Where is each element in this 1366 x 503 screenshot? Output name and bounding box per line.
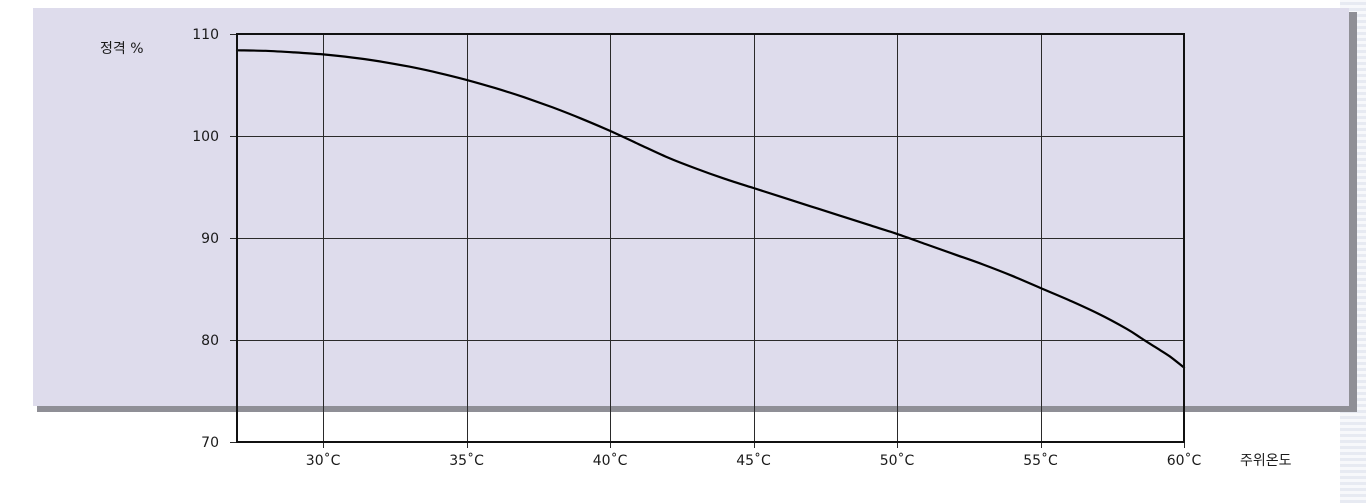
x-tick-label-2: 40˚C <box>593 452 628 469</box>
y-axis-label: 정격 % <box>100 41 144 57</box>
x-tick-label-1: 35˚C <box>449 452 484 469</box>
x-tick-label-3: 45˚C <box>736 452 771 469</box>
y-tick-label-0: 70 <box>201 435 219 451</box>
x-tick-label-5: 55˚C <box>1023 452 1058 469</box>
x-tick-label-4: 50˚C <box>880 452 915 469</box>
x-tick-labels: 30˚C 35˚C 40˚C 45˚C 50˚C 55˚C 60˚C <box>306 452 1202 469</box>
y-tick-label-2: 90 <box>201 231 219 247</box>
x-axis-label: 주위온도 <box>1240 453 1292 469</box>
y-tick-labels: 70 80 90 100 110 <box>192 27 219 451</box>
y-tick-label-4: 110 <box>192 27 219 43</box>
y-tick-label-1: 80 <box>201 333 219 349</box>
plot-frame <box>236 33 1185 443</box>
y-tick-label-3: 100 <box>192 129 219 145</box>
x-tick-label-6: 60˚C <box>1167 452 1202 469</box>
grid-layer <box>230 34 1185 448</box>
series-line <box>235 49 1186 369</box>
chart-panel <box>33 8 1349 406</box>
x-tick-label-0: 30˚C <box>306 452 341 469</box>
